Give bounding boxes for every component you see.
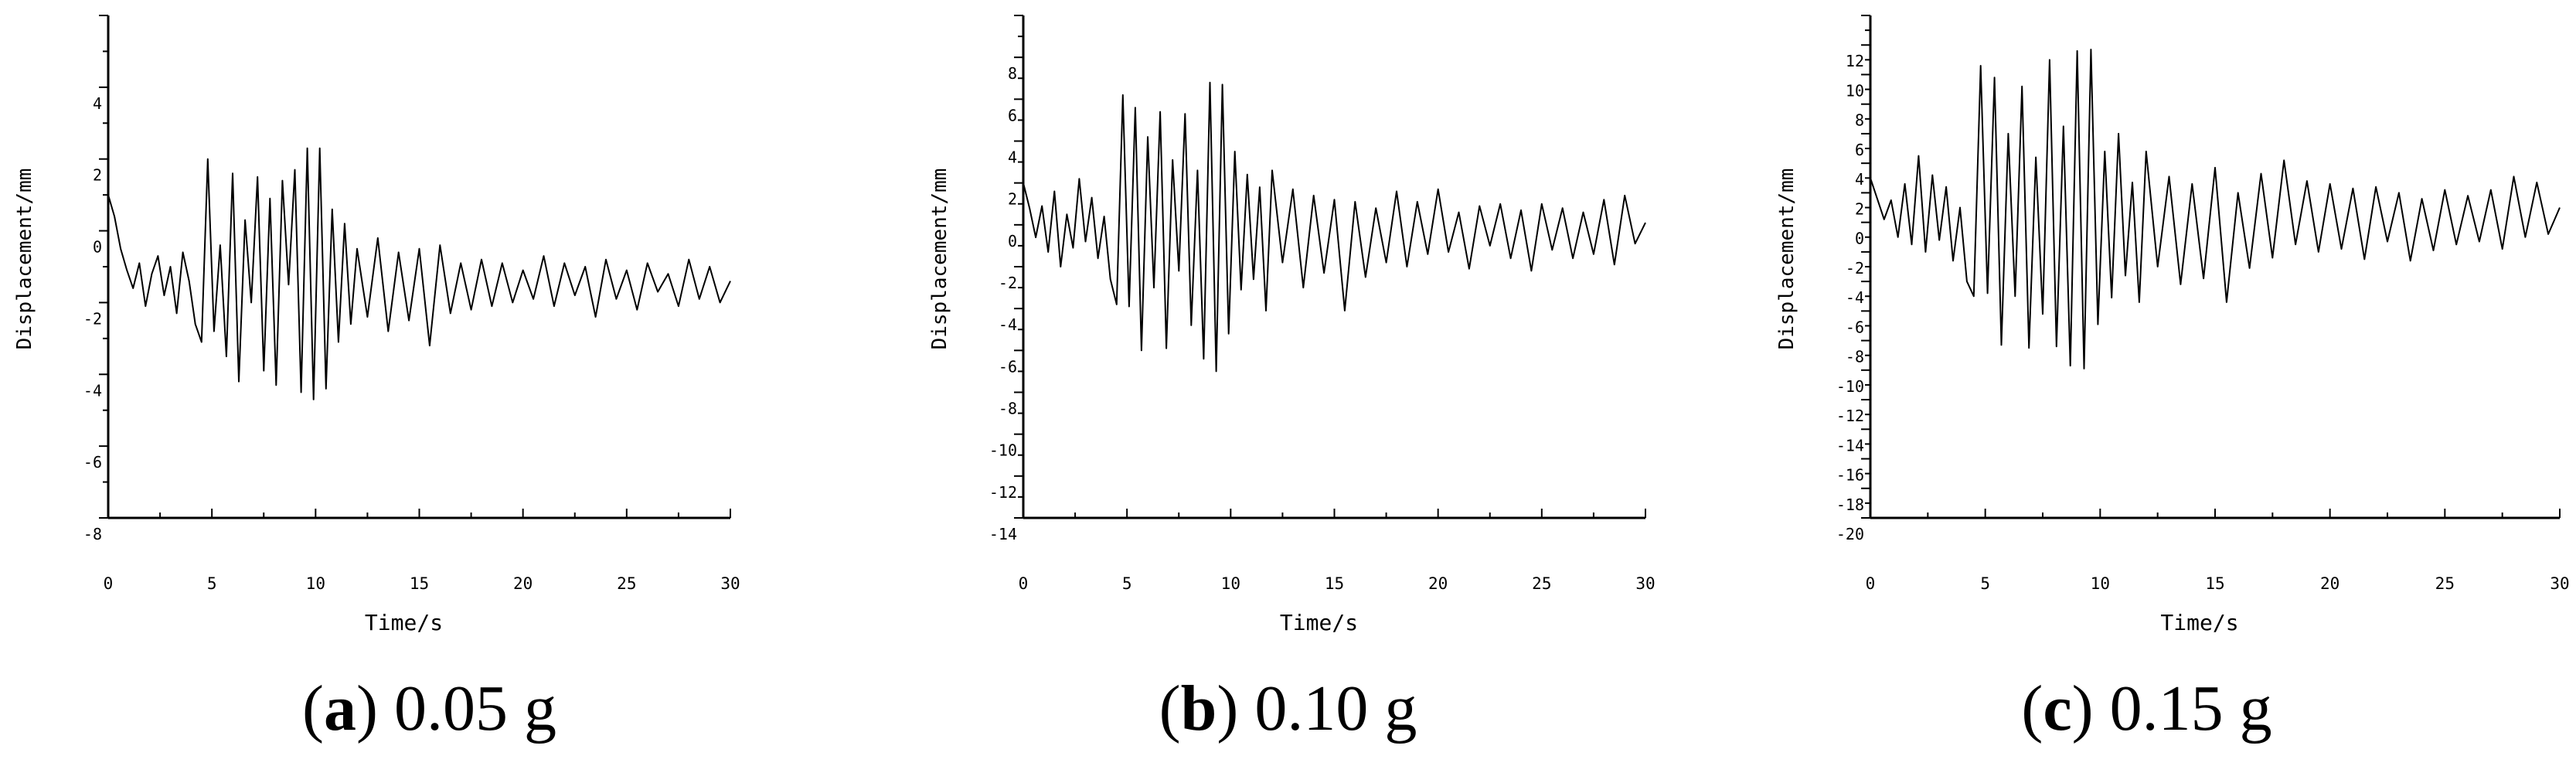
x-tick-label: 0 <box>104 574 114 593</box>
x-tick-label: 5 <box>1122 574 1132 593</box>
y-tick-label: -8 <box>999 400 1017 418</box>
y-tick-label: -12 <box>989 483 1017 502</box>
y-tick-label: 0 <box>1855 230 1864 248</box>
x-axis-title: Time/s <box>1280 610 1358 635</box>
x-tick-label: 30 <box>1635 574 1655 593</box>
chart-svg-a: -8 -6 -4 -2 0 2 4 0 5 10 15 20 25 30 Time/s Displacemen… <box>13 15 740 635</box>
x-tick-label: 30 <box>2550 574 2569 593</box>
x-tick-label: 30 <box>720 574 740 593</box>
x-tick-label: 10 <box>306 574 325 593</box>
x-tick-label: 5 <box>1980 574 1990 593</box>
caption-c: (c) 0.15 g <box>2021 673 2272 744</box>
caption-letter: b <box>1180 673 1217 744</box>
y-tick-label: 6 <box>1008 106 1017 124</box>
y-tick-label: 12 <box>1846 52 1864 70</box>
y-tick-label: -8 <box>1846 348 1864 366</box>
y-tick-label: -12 <box>1836 407 1864 425</box>
x-tick-label: 20 <box>513 574 533 593</box>
y-tick-label: 2 <box>93 166 102 185</box>
x-tick-label: 5 <box>207 574 217 593</box>
y-tick-label: -6 <box>999 357 1017 376</box>
x-tick-label: 0 <box>1866 574 1876 593</box>
caption-b: (b) 0.10 g <box>1159 673 1417 744</box>
caption-value: 0.05 g <box>393 673 556 744</box>
chart-svg-b: -14 -12 -10 -8 -6 -4 -2 0 2 4 6 8 0 5 10 15 20 25 30 Time/s… <box>928 15 1656 635</box>
y-axis-title: Displacement/mm <box>1775 169 1798 350</box>
x-tick-label: 0 <box>1019 574 1029 593</box>
chart-panel-b: -14 -12 -10 -8 -6 -4 -2 0 2 4 6 8 0 5 10 15 20 25 30 Time/s… <box>859 0 1717 773</box>
chart-panel-c: -20 -18 -16 -14 -12 -10 -8 -6 -4 -2 0 2 4 6 8 10 12 0 5 10 1… <box>1717 0 2576 773</box>
y-tick-label: 4 <box>1008 148 1017 167</box>
y-tick-label: 8 <box>1008 64 1017 83</box>
y-tick-label: 2 <box>1855 199 1864 218</box>
y-tick-label: -4 <box>999 315 1017 334</box>
y-axis-title: Displacement/mm <box>928 169 951 350</box>
x-tick-label: 10 <box>1221 574 1240 593</box>
y-tick-label: -6 <box>83 453 102 472</box>
y-axis-title: Displacement/mm <box>13 169 36 350</box>
x-tick-label: 10 <box>2091 574 2110 593</box>
y-tick-label: -18 <box>1836 495 1864 514</box>
y-tick-label: -2 <box>83 309 102 328</box>
y-tick-label: -2 <box>999 274 1017 292</box>
y-tick-label: 2 <box>1008 190 1017 209</box>
series-line <box>1870 49 2561 369</box>
chart-panel-a: -8 -6 -4 -2 0 2 4 0 5 10 15 20 25 30 Time/s Displacemen… <box>0 0 859 773</box>
y-tick-label: 4 <box>93 94 102 113</box>
x-tick-label: 15 <box>1325 574 1344 593</box>
caption-letter: c <box>2043 673 2072 744</box>
caption-value: 0.10 g <box>1254 673 1417 744</box>
x-tick-label: 15 <box>410 574 429 593</box>
x-tick-label: 15 <box>2205 574 2224 593</box>
x-axis-title: Time/s <box>365 610 443 635</box>
y-tick-label: 8 <box>1855 111 1864 130</box>
x-tick-label: 25 <box>2435 574 2455 593</box>
series-line <box>107 147 731 400</box>
y-tick-label: -4 <box>83 381 102 400</box>
x-tick-label: 20 <box>2320 574 2339 593</box>
y-tick-label: 0 <box>93 238 102 257</box>
x-tick-label: 20 <box>1428 574 1448 593</box>
y-tick-label: -20 <box>1836 525 1864 543</box>
y-tick-label: -10 <box>989 441 1017 460</box>
y-tick-label: -14 <box>989 525 1017 543</box>
y-tick-label: -2 <box>1846 259 1864 278</box>
series-line <box>1023 81 1646 373</box>
caption-value: 0.15 g <box>2109 673 2272 744</box>
caption-a: (a) 0.05 g <box>302 673 556 744</box>
x-axis-title: Time/s <box>2160 610 2238 635</box>
y-tick-label: 6 <box>1855 141 1864 159</box>
x-tick-label: 25 <box>1532 574 1551 593</box>
y-tick-label: -10 <box>1836 377 1864 396</box>
y-tick-label: -14 <box>1836 436 1864 455</box>
y-tick-label: -8 <box>83 525 102 543</box>
y-tick-label: 4 <box>1855 170 1864 189</box>
y-tick-label: -4 <box>1846 288 1864 307</box>
x-tick-label: 25 <box>617 574 636 593</box>
caption-letter: a <box>324 673 356 744</box>
y-tick-label: -16 <box>1836 466 1864 485</box>
y-tick-label: 0 <box>1008 232 1017 250</box>
y-tick-label: -6 <box>1846 318 1864 336</box>
y-tick-label: 10 <box>1846 81 1864 100</box>
